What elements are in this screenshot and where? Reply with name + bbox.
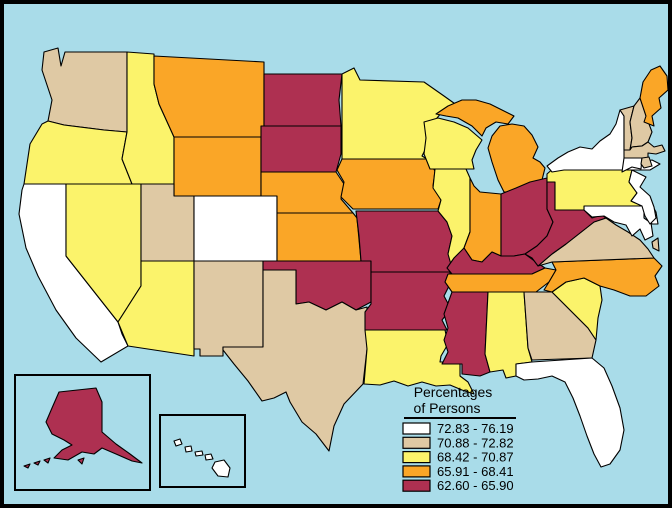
state-ia bbox=[336, 158, 442, 210]
legend: Percentages of Persons 72.83 - 76.19 70.… bbox=[402, 384, 516, 493]
legend-title-line1: Percentages bbox=[414, 384, 493, 400]
state-sd bbox=[260, 125, 342, 173]
legend-label-0: 72.83 - 76.19 bbox=[437, 421, 514, 436]
legend-label-1: 70.88 - 72.82 bbox=[437, 435, 514, 450]
state-me bbox=[639, 65, 668, 127]
state-ks bbox=[276, 212, 362, 262]
state-md bbox=[583, 205, 654, 241]
state-ms bbox=[441, 291, 491, 377]
legend-item-3: 65.91 - 68.41 bbox=[402, 464, 514, 479]
hawaii-inset-box bbox=[159, 414, 246, 488]
legend-swatch-3 bbox=[402, 465, 431, 478]
legend-label-4: 62.60 - 65.90 bbox=[437, 478, 514, 493]
legend-item-0: 72.83 - 76.19 bbox=[402, 421, 514, 436]
legend-label-3: 65.91 - 68.41 bbox=[437, 464, 514, 479]
state-ar bbox=[364, 271, 452, 331]
legend-swatch-2 bbox=[402, 451, 431, 464]
state-nm bbox=[193, 260, 264, 357]
state-tx bbox=[222, 269, 368, 452]
state-ut bbox=[140, 183, 195, 262]
state-nj bbox=[628, 169, 657, 225]
legend-label-2: 68.42 - 70.87 bbox=[437, 450, 514, 465]
state-nc bbox=[543, 257, 663, 297]
alaska-inset-box bbox=[14, 374, 151, 491]
state-ct bbox=[621, 157, 643, 173]
state-wi bbox=[423, 117, 483, 170]
legend-swatch-1 bbox=[402, 436, 431, 449]
state-ak bbox=[23, 387, 143, 469]
legend-item-2: 68.42 - 70.87 bbox=[402, 450, 514, 465]
alaska-inset bbox=[14, 374, 151, 491]
legend-swatch-4 bbox=[402, 479, 431, 492]
contiguous-states bbox=[18, 47, 668, 468]
state-pa bbox=[546, 165, 643, 211]
state-hi bbox=[173, 438, 231, 478]
legend-title-line2: of Persons bbox=[414, 400, 481, 416]
state-nd bbox=[263, 73, 343, 127]
legend-item-1: 70.88 - 72.82 bbox=[402, 435, 514, 450]
state-co bbox=[193, 195, 278, 262]
legend-item-4: 62.60 - 65.90 bbox=[402, 478, 514, 493]
state-wa bbox=[41, 47, 128, 133]
state-mi bbox=[435, 99, 546, 193]
state-wy bbox=[173, 136, 262, 197]
state-fl bbox=[515, 357, 625, 468]
state-mt bbox=[153, 55, 265, 138]
state-ri bbox=[640, 156, 653, 169]
map-canvas: Percentages of Persons 72.83 - 76.19 70.… bbox=[4, 4, 668, 504]
legend-swatch-0 bbox=[402, 422, 431, 435]
hawaii-inset bbox=[159, 414, 246, 488]
